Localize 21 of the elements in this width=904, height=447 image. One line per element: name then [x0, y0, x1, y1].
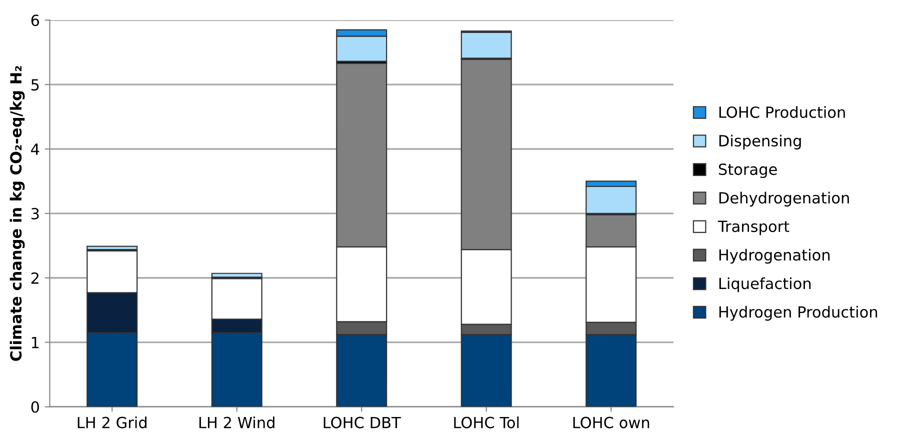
x-tick-label: LH 2 Wind: [199, 416, 274, 428]
x-tick-label: LOHC Tol: [454, 416, 519, 428]
x-tick-label: LOHC DBT: [324, 416, 401, 428]
y-tick-label: 2: [31, 272, 38, 284]
y-tick-label: 6: [31, 14, 40, 26]
y-tick-label: 5: [31, 79, 39, 91]
legend-label: Hydrogen Production: [719, 306, 878, 321]
legend-label: Hydrogenation: [719, 248, 830, 264]
y-tick-label: 4: [31, 144, 40, 155]
y-axis-title: Climate change in kg CO₂-eq/kg H₂: [10, 66, 25, 361]
legend-label: Storage: [718, 164, 777, 178]
y-tick-label: 0: [31, 401, 39, 413]
y-tick-label: 1: [32, 336, 39, 348]
x-tick-label: LOHC own: [573, 416, 650, 428]
legend-label: Liquefaction: [719, 277, 811, 292]
legend-label: Dehydrogenation: [719, 192, 849, 207]
legend-label: LOHC Production: [719, 106, 845, 118]
legend-label: Dispensing: [719, 134, 801, 150]
y-tick-label: 3: [31, 208, 39, 220]
x-tick-label: LH 2 Grid: [78, 416, 146, 428]
legend-label: Transport: [718, 220, 790, 236]
